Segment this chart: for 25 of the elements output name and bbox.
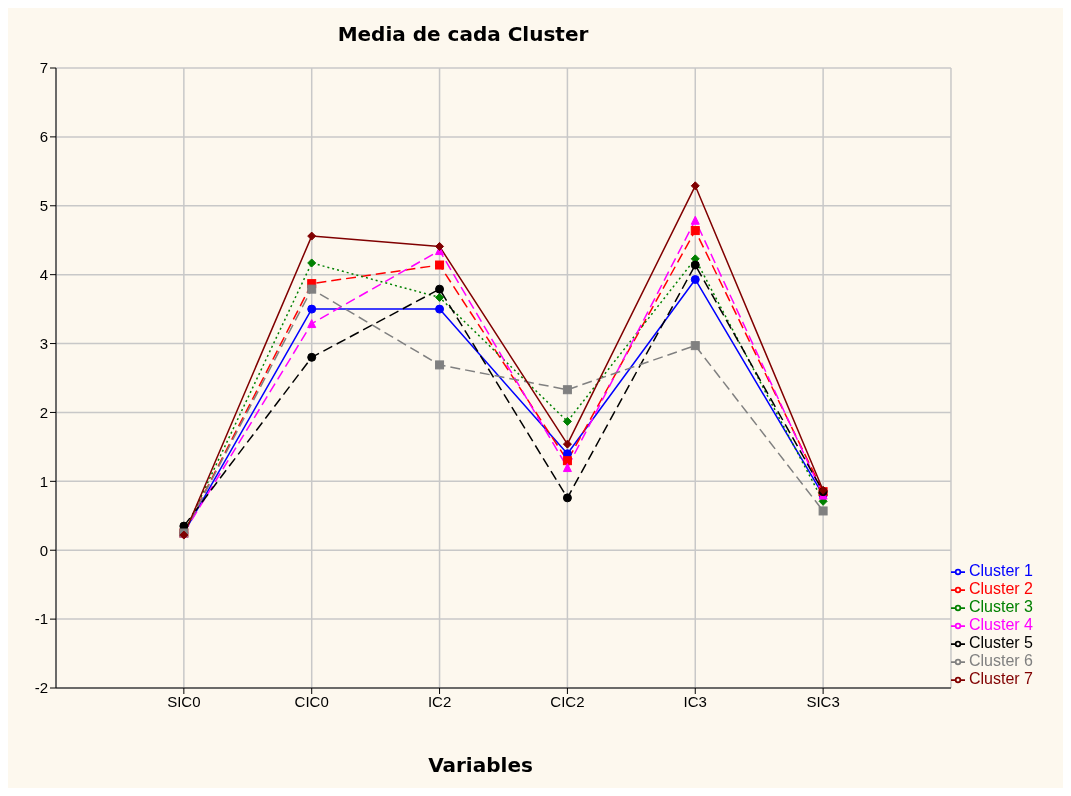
legend-label: Cluster 3 — [968, 598, 1033, 615]
y-tick-label: 0 — [39, 541, 48, 559]
y-tick-label: 2 — [39, 403, 48, 421]
y-tick-label: 7 — [39, 59, 48, 77]
x-tick-label: CIC0 — [294, 692, 329, 710]
x-tick-label: CIC2 — [550, 692, 585, 710]
legend-label: Cluster 7 — [968, 670, 1033, 687]
y-tick-label: -1 — [34, 610, 48, 628]
legend-label: Cluster 4 — [968, 616, 1033, 633]
y-tick-label: 3 — [39, 334, 48, 352]
legend-label: Cluster 2 — [968, 580, 1033, 597]
y-tick-label: 1 — [39, 472, 48, 490]
x-tick-label: IC3 — [683, 692, 707, 710]
chart-title: Media de cada Cluster — [336, 22, 590, 46]
x-tick-label: SIC0 — [167, 692, 201, 710]
y-tick-label: 6 — [39, 128, 48, 146]
legend-label: Cluster 5 — [968, 634, 1033, 651]
x-axis-title: Variables — [427, 753, 534, 777]
x-tick-label: SIC3 — [806, 692, 840, 710]
y-tick-label: 4 — [39, 265, 48, 283]
y-tick-label: -2 — [34, 679, 48, 697]
legend-label: Cluster 1 — [968, 562, 1033, 579]
y-tick-label: 5 — [39, 197, 48, 215]
x-tick-label: IC2 — [427, 692, 452, 710]
legend-label: Cluster 6 — [968, 652, 1033, 669]
